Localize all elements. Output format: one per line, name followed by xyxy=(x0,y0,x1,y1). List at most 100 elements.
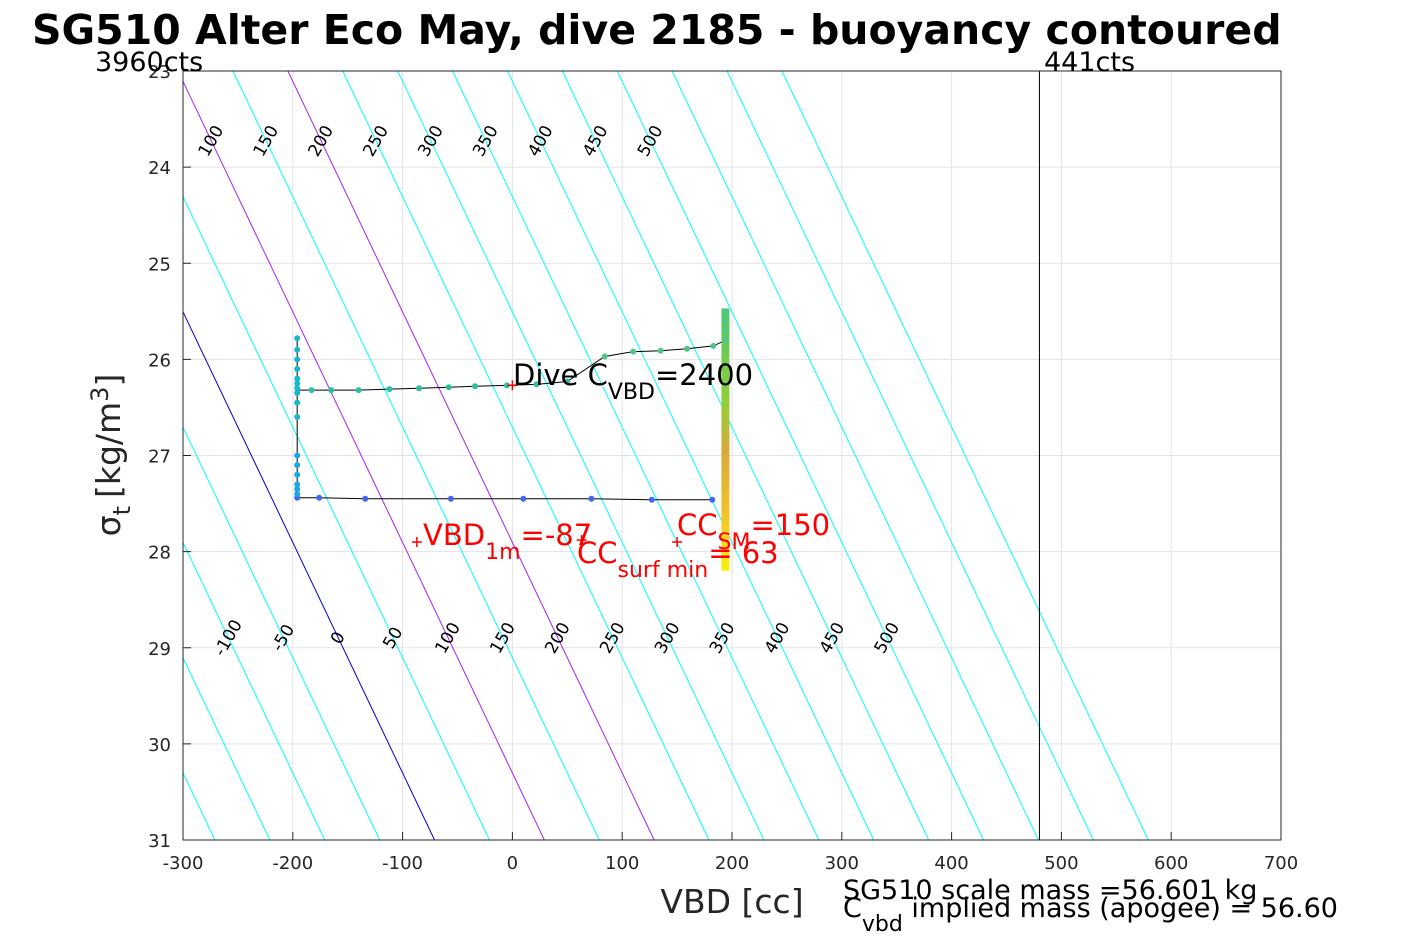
cc-surf-min-main: CC xyxy=(577,536,618,570)
dive-cvbd-sub: VBD xyxy=(608,380,655,405)
dive-point xyxy=(294,380,301,387)
contour-label-bottom: 350 xyxy=(706,619,740,657)
annotation-markers xyxy=(411,380,683,548)
dive-point xyxy=(722,317,729,324)
contour-label-top: 150 xyxy=(250,122,284,160)
vbd-1m-annotation: VBD1m=-87 xyxy=(423,518,592,565)
surface-vbd-band xyxy=(721,308,730,571)
dive-point xyxy=(316,494,323,501)
y-tick-label: 26 xyxy=(148,350,171,371)
cc-surf-min-tail: = 63 xyxy=(708,536,778,570)
x-axis-ticks: -300 -200 -100 0 100 200 300 400 500 600 700 xyxy=(163,832,1298,874)
y-tick-label: 29 xyxy=(148,639,171,660)
cc-surf-min-annotation: CCsurf min= 63 xyxy=(577,536,779,583)
grid-lines xyxy=(182,70,1282,841)
dive-point xyxy=(472,383,479,390)
buoyancy-contours xyxy=(0,71,1149,840)
contour-label-bottom: -100 xyxy=(210,616,247,659)
cc-sm-tail: =150 xyxy=(750,508,830,542)
contour-line xyxy=(0,71,160,840)
surface-vbd-bar xyxy=(721,308,730,571)
contour-line xyxy=(561,71,930,840)
y-tick-label: 24 xyxy=(148,158,171,179)
dive-point xyxy=(416,385,423,392)
vbd-1m-tail: =-87 xyxy=(521,518,593,552)
track-line-dive xyxy=(296,338,713,501)
dive-cvbd-annotation: Dive CVBD=2400 xyxy=(513,358,753,405)
dive-point xyxy=(294,335,301,342)
chart-title: SG510 Alter Eco May, dive 2185 - buoyanc… xyxy=(32,6,1282,54)
dive-point xyxy=(445,384,452,391)
contour-line xyxy=(287,71,655,840)
dive-point xyxy=(386,386,393,393)
dive-point xyxy=(648,496,655,503)
contour-label-bottom: 400 xyxy=(761,619,795,657)
x-tick-label: -200 xyxy=(272,853,313,874)
dive-point xyxy=(294,399,301,406)
contour-line xyxy=(183,425,381,840)
x-tick-label: 600 xyxy=(1154,853,1188,874)
dive-point xyxy=(294,346,301,353)
dive-point xyxy=(294,356,301,363)
x-tick-label: -100 xyxy=(382,853,423,874)
dive-point xyxy=(447,495,454,502)
dive-point xyxy=(294,462,301,469)
dive-point xyxy=(564,378,571,385)
contour-label-bottom: 200 xyxy=(541,619,575,657)
contour-label-bottom: 300 xyxy=(651,619,685,657)
contour-line xyxy=(616,71,985,840)
dive-point xyxy=(294,452,301,459)
vbd-1m-main: VBD xyxy=(423,518,485,552)
dive-point xyxy=(294,486,301,493)
dive-point xyxy=(503,382,510,389)
contour-label-top: 450 xyxy=(579,122,613,160)
dive-point xyxy=(683,345,690,352)
y-tick-label: 30 xyxy=(148,735,171,756)
contour-line xyxy=(183,656,271,840)
contour-label-bottom: 500 xyxy=(871,619,905,657)
contour-line xyxy=(232,71,600,840)
contour-label-top: 400 xyxy=(524,122,558,160)
contour-label-top: 200 xyxy=(305,122,339,160)
contour-label-top: 100 xyxy=(195,122,229,160)
dive-point xyxy=(294,390,301,397)
contour-line xyxy=(342,71,710,840)
contour-line xyxy=(183,80,545,840)
dive-cvbd-main: Dive C xyxy=(513,358,608,392)
contour-line xyxy=(183,310,436,840)
contour-label-bottom: -50 xyxy=(268,621,299,655)
cc-sm-sub: SM xyxy=(718,530,751,555)
dive-point xyxy=(294,414,301,421)
dive-point xyxy=(533,381,540,388)
contour-label-bottom: 0 xyxy=(327,628,350,647)
y-tick-label: 23 xyxy=(148,62,171,83)
dive-point xyxy=(520,495,527,502)
x-tick-label: 700 xyxy=(1264,853,1298,874)
dive-point xyxy=(294,490,301,497)
dive-point xyxy=(294,375,301,382)
x-tick-label: -300 xyxy=(163,853,204,874)
x-tick-label: 300 xyxy=(825,853,859,874)
dive-point xyxy=(722,337,729,344)
cc-sm-annotation: CCSM=150 xyxy=(677,508,830,555)
y-axis-label-units: [kg/m xyxy=(89,402,128,498)
contour-line xyxy=(671,71,1039,840)
contour-line xyxy=(507,71,875,840)
dive-point xyxy=(601,353,608,360)
contour-label-top: 350 xyxy=(469,122,503,160)
x-tick-label: 500 xyxy=(1044,853,1078,874)
y-axis-ticks: 23 24 25 26 27 28 29 30 31 xyxy=(148,62,191,852)
y-tick-label: 28 xyxy=(148,543,171,564)
dive-point xyxy=(294,471,301,478)
dive-point xyxy=(362,495,369,502)
dive-point xyxy=(294,385,301,392)
y-axis-label-close: ] xyxy=(89,374,128,387)
contour-label-bottom: 450 xyxy=(816,619,850,657)
scale-mass-annotation: SG510 scale mass =56.601 kg xyxy=(843,875,1257,906)
contour-label-bottom: 100 xyxy=(431,619,465,657)
x-tick-label: 100 xyxy=(605,853,639,874)
contour-line xyxy=(397,71,765,840)
dive-point xyxy=(355,387,362,394)
y-tick-label: 31 xyxy=(148,831,171,852)
